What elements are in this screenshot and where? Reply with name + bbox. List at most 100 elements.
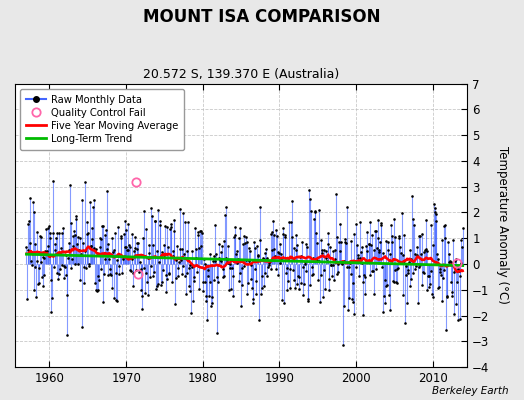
Point [392, 266, 401, 272]
Point [136, 266, 145, 272]
Point [348, 296, 356, 302]
Point [409, 270, 418, 276]
Point [150, 218, 159, 224]
Point [428, 291, 436, 298]
Point [353, 242, 361, 248]
Point [245, 245, 253, 252]
Point [426, 280, 434, 287]
Point [175, 259, 183, 266]
Point [279, 225, 287, 231]
Point [268, 228, 277, 235]
Point [311, 208, 320, 214]
Point [375, 247, 384, 253]
Point [243, 291, 252, 297]
Point [374, 235, 383, 241]
Point [184, 218, 192, 225]
Point [332, 190, 340, 197]
Point [326, 244, 334, 250]
Point [280, 234, 289, 241]
Point [177, 246, 185, 252]
Point [219, 274, 227, 280]
Point [216, 249, 225, 256]
Point [260, 256, 268, 263]
Point [63, 332, 71, 338]
Point [239, 233, 248, 240]
Point [113, 256, 121, 263]
Point [242, 234, 250, 240]
Point [146, 274, 155, 280]
Point [171, 275, 180, 281]
Point [400, 260, 408, 266]
Point [73, 241, 81, 248]
Point [185, 283, 193, 290]
Point [448, 289, 456, 296]
Point [316, 237, 325, 244]
Point [124, 247, 132, 253]
Point [315, 257, 323, 264]
Point [37, 258, 46, 265]
Point [236, 225, 245, 231]
Point [339, 342, 347, 348]
Point [91, 280, 99, 287]
Point [433, 256, 442, 262]
Point [262, 246, 270, 252]
Point [225, 261, 234, 267]
Point [421, 247, 429, 253]
Point [107, 272, 115, 278]
Point [36, 234, 45, 241]
Point [105, 271, 114, 277]
Point [456, 272, 464, 279]
Point [248, 300, 257, 306]
Point [312, 240, 321, 246]
Point [148, 213, 156, 220]
Point [396, 260, 405, 266]
Point [263, 255, 271, 262]
Point [88, 225, 96, 231]
Point [354, 252, 362, 258]
Point [423, 287, 432, 293]
Point [373, 217, 381, 224]
Point [299, 292, 308, 298]
Point [233, 248, 241, 254]
Point [161, 223, 169, 229]
Point [41, 248, 49, 254]
Point [291, 285, 299, 291]
Point [133, 246, 141, 252]
Point [141, 270, 150, 276]
Point [454, 316, 462, 323]
Point [272, 227, 280, 234]
Point [194, 286, 203, 292]
Point [257, 272, 266, 279]
Point [364, 241, 373, 247]
Point [310, 216, 318, 222]
Point [380, 293, 388, 300]
Point [104, 241, 112, 248]
Point [208, 300, 216, 306]
Point [101, 256, 110, 262]
Point [307, 208, 315, 214]
Point [167, 221, 176, 228]
Point [372, 228, 380, 234]
Point [36, 232, 44, 239]
Point [110, 247, 118, 253]
Point [275, 241, 283, 247]
Point [439, 274, 447, 281]
Point [263, 273, 271, 280]
Point [221, 212, 230, 218]
Point [125, 242, 133, 248]
Point [211, 222, 220, 229]
Point [205, 293, 213, 299]
Point [222, 204, 230, 210]
Point [102, 227, 110, 233]
Point [115, 263, 123, 269]
Point [401, 272, 410, 278]
Point [407, 276, 415, 282]
Point [260, 250, 269, 256]
Point [377, 220, 385, 227]
Point [385, 292, 393, 298]
Point [266, 266, 275, 272]
Point [345, 295, 354, 301]
Point [341, 236, 349, 243]
Point [24, 246, 32, 253]
Point [430, 200, 438, 207]
